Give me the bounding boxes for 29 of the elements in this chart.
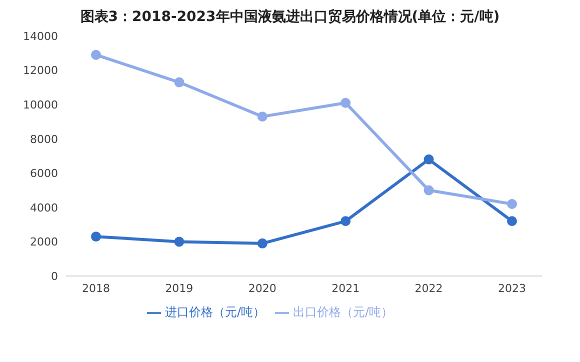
- x-tick-label: 2021: [332, 282, 360, 295]
- point: [91, 50, 101, 60]
- point: [507, 216, 517, 226]
- chart-title: 图表3：2018-2023年中国液氨进出口贸易价格情况(单位：元/吨): [79, 8, 501, 26]
- point: [507, 199, 517, 209]
- x-tick-label: 2018: [82, 282, 110, 295]
- point: [424, 185, 434, 196]
- x-tick-label: 2019: [165, 282, 194, 295]
- y-tick-label: 10000: [23, 98, 58, 112]
- x-tick-label: 2022: [414, 282, 443, 295]
- legend-label: 出口价格（元/吨）: [293, 305, 394, 319]
- point: [174, 77, 184, 88]
- y-tick-label: 12000: [23, 64, 58, 78]
- x-tick-label: 2020: [248, 282, 276, 295]
- y-tick-label: 14000: [23, 30, 58, 43]
- point: [257, 238, 268, 248]
- point: [257, 112, 268, 122]
- point: [424, 154, 434, 164]
- point: [91, 232, 101, 242]
- point: [340, 216, 351, 226]
- x-tick-label: 2023: [498, 282, 526, 295]
- legend-label: 进口价格（元/吨）: [164, 305, 265, 319]
- y-tick-label: 2000: [30, 236, 58, 249]
- point: [340, 98, 351, 108]
- y-tick-label: 0: [51, 270, 58, 283]
- y-tick-label: 8000: [30, 132, 58, 146]
- y-tick-label: 4000: [30, 201, 58, 214]
- y-tick-label: 6000: [30, 167, 58, 180]
- point: [174, 236, 184, 247]
